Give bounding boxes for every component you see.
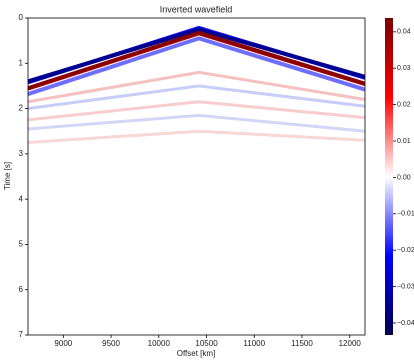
- x-tick-label: 11000: [243, 339, 265, 348]
- plot-area: [28, 25, 365, 145]
- colorbar-tick-label: −0.03: [397, 283, 414, 290]
- chart-title: Inverted wavefield: [160, 4, 233, 14]
- y-tick-label: 5: [19, 240, 24, 249]
- y-axis-label: Time [s]: [3, 162, 12, 190]
- wavefield-event: [28, 27, 365, 84]
- x-axis-label: Offset [km]: [177, 349, 216, 358]
- x-tick-label: 10000: [148, 339, 171, 348]
- y-tick-label: 4: [19, 194, 24, 203]
- colorbar-tick-label: −0.02: [397, 247, 414, 254]
- colorbar-tick-label: 0.00: [397, 174, 411, 181]
- colorbar: [385, 18, 393, 335]
- x-tick-label: 10500: [195, 339, 218, 348]
- x-tick-label: 12000: [339, 339, 362, 348]
- y-tick-label: 2: [19, 104, 24, 113]
- wavefield-event: [28, 70, 365, 104]
- wavefield-event: [28, 30, 365, 91]
- x-tick-label: 11500: [291, 339, 313, 348]
- y-tick-label: 3: [19, 149, 24, 158]
- wavefield-event: [28, 84, 365, 111]
- colorbar-tick-label: −0.01: [397, 211, 414, 218]
- colorbar-tick-label: 0.01: [397, 138, 411, 145]
- wavefield-event: [28, 113, 365, 133]
- y-tick-label: 1: [19, 58, 24, 67]
- wavefield-event: [28, 36, 365, 96]
- colorbar-tick-label: −0.04: [397, 320, 414, 327]
- x-tick-label: 9500: [102, 339, 120, 348]
- x-tick-label: 9000: [54, 339, 72, 348]
- y-tick-label: 0: [19, 13, 24, 22]
- y-tick-label: 7: [19, 330, 24, 339]
- colorbar-tick-label: 0.03: [397, 65, 411, 72]
- y-tick-label: 6: [19, 285, 24, 294]
- plot-frame: [27, 17, 366, 336]
- wavefield-event: [28, 100, 365, 122]
- wavefield-event: [28, 129, 365, 145]
- colorbar-tick-label: 0.04: [397, 29, 411, 36]
- colorbar-tick-label: 0.02: [397, 101, 411, 108]
